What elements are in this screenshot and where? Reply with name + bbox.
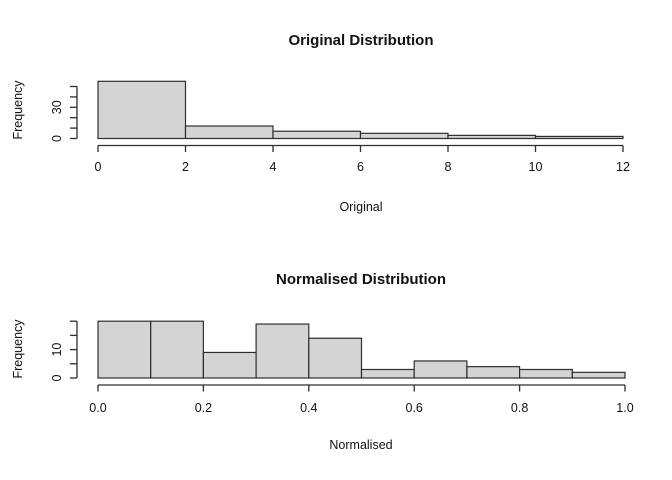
histogram-bar	[359, 132, 449, 140]
histogram-bar	[360, 368, 415, 379]
x-tick-label: 0	[95, 160, 102, 174]
x-tick-label: 6	[357, 160, 364, 174]
x-tick-label: 10	[529, 160, 543, 174]
histogram-original: Original Distribution Original Frequency…	[11, 32, 630, 214]
histogram-bar	[447, 134, 537, 140]
plot-area: 0.0 0.2 0.4 0.6 0.8 1.0 0 10	[50, 320, 634, 415]
x-axis-label: Original	[339, 200, 382, 214]
histogram-bar	[97, 80, 187, 140]
y-tick-label: 0	[50, 374, 64, 381]
histogram-bar	[308, 337, 363, 379]
x-tick-label: 12	[616, 160, 630, 174]
x-tick-label: 2	[182, 160, 189, 174]
histogram-bar	[202, 351, 257, 379]
x-tick-label: 4	[270, 160, 277, 174]
x-tick-label: 0.4	[300, 401, 317, 415]
histogram-bar	[534, 135, 624, 140]
histogram-bar	[97, 320, 152, 379]
x-tick-label: 0.0	[89, 401, 106, 415]
y-tick-label: 30	[50, 100, 64, 114]
histogram-bar	[272, 130, 362, 140]
y-axis-label: Frequency	[11, 80, 25, 140]
histogram-bar	[150, 320, 204, 379]
histogram-normalised: Normalised Distribution Normalised Frequ…	[11, 271, 634, 452]
chart-title: Normalised Distribution	[276, 271, 446, 288]
x-tick-label: 0.6	[406, 401, 423, 415]
x-tick-label: 1.0	[616, 401, 633, 415]
y-axis-label: Frequency	[11, 319, 25, 379]
x-axis-label: Normalised	[329, 438, 392, 452]
histogram-bar	[184, 125, 274, 140]
histogram-bar	[571, 371, 626, 379]
y-tick-label: 10	[50, 343, 64, 357]
x-tick-label: 0.2	[195, 401, 212, 415]
chart-title: Original Distribution	[289, 32, 434, 49]
histogram-bar	[518, 368, 573, 379]
x-tick-label: 8	[445, 160, 452, 174]
x-tick-label: 0.8	[511, 401, 528, 415]
histogram-bar	[255, 323, 310, 379]
plot-area: 0 2 4 6 8 10 12 0 30	[50, 80, 630, 174]
histogram-bar	[466, 366, 521, 379]
y-tick-label: 0	[50, 135, 64, 142]
histogram-bar	[413, 360, 468, 379]
